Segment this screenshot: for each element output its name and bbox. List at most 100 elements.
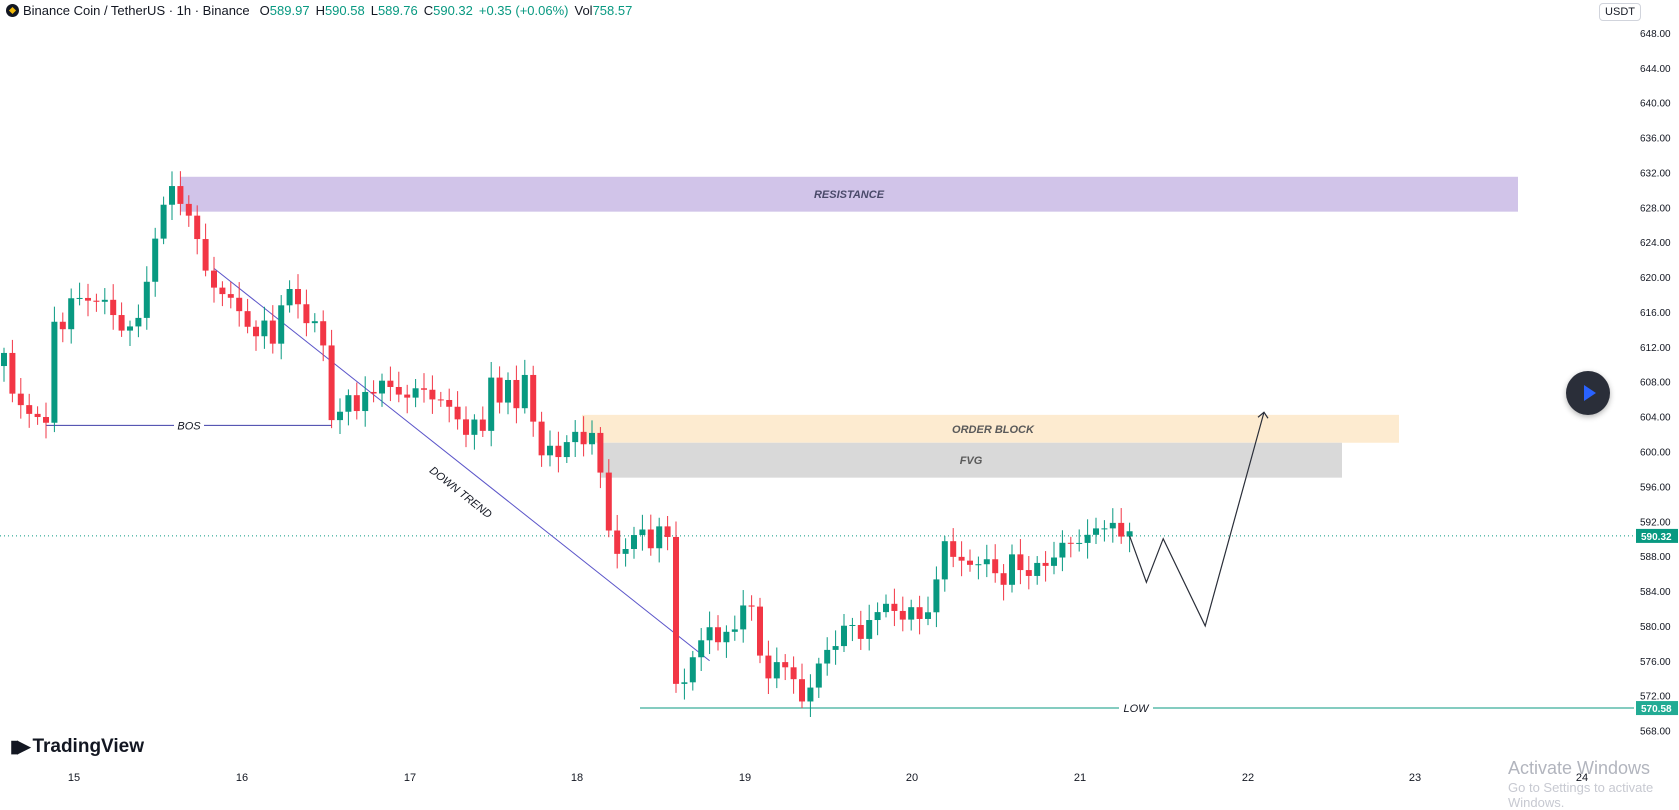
candle-body <box>76 297 83 299</box>
candle-body <box>815 663 822 688</box>
candle-body <box>463 419 469 435</box>
candle-body <box>748 605 755 607</box>
x-tick-label: 17 <box>404 772 416 784</box>
candle-body <box>925 612 931 619</box>
candle-body <box>614 530 621 554</box>
candle-body <box>227 294 234 298</box>
candle-body <box>807 687 814 702</box>
resistance-label: RESISTANCE <box>814 189 885 201</box>
candle-body <box>664 526 671 537</box>
low-value: L589.76 <box>370 3 418 18</box>
candle-body <box>757 606 763 656</box>
bos-label-bg <box>174 418 204 433</box>
candle-body <box>1017 554 1024 571</box>
candle-body <box>698 640 705 658</box>
symbol-title[interactable]: Binance Coin / TetherUS · 1h · Binance <box>23 3 250 18</box>
candle-body <box>589 432 595 445</box>
candle-body <box>941 541 948 580</box>
candle-body <box>429 389 436 400</box>
y-tick-label: 644.00 <box>1640 64 1671 75</box>
bos-label: BOS <box>177 420 201 432</box>
y-tick-label: 648.00 <box>1640 29 1671 40</box>
candle-body <box>715 627 721 643</box>
candle-body <box>437 399 444 401</box>
candle-body <box>185 203 192 216</box>
candle-body <box>387 380 394 387</box>
candle-body <box>43 417 49 423</box>
currency-button[interactable]: USDT <box>1599 3 1641 21</box>
candle-body <box>513 379 520 409</box>
candle-body <box>320 321 327 346</box>
candle-body <box>639 529 646 536</box>
candle-body <box>135 317 142 327</box>
candle-body <box>899 610 906 620</box>
y-tick-label: 608.00 <box>1640 378 1671 389</box>
candle-body <box>353 395 360 412</box>
candle-body <box>1118 522 1125 537</box>
x-tick-label: 21 <box>1074 772 1086 784</box>
y-tick-label: 628.00 <box>1640 203 1671 214</box>
candle-body <box>496 377 503 403</box>
candle-body <box>605 472 612 531</box>
candle-body <box>572 431 579 443</box>
open-value: O589.97 <box>259 3 310 18</box>
candle-body <box>622 549 629 554</box>
low-price-tag-bg <box>1636 701 1678 716</box>
candle-body <box>673 536 679 684</box>
candle-body <box>1059 542 1066 558</box>
candle-body <box>1051 557 1057 566</box>
candle-body <box>143 281 150 318</box>
candle-body <box>841 625 847 647</box>
candle-body <box>782 662 789 668</box>
candle-body <box>731 629 738 632</box>
low-price-tag: 570.58 <box>1641 704 1672 715</box>
candle-body <box>303 304 310 324</box>
candle-body <box>454 406 461 420</box>
candle-body <box>446 399 453 407</box>
candle-body <box>328 345 335 421</box>
y-tick-label: 636.00 <box>1640 134 1671 145</box>
projection-path <box>1129 412 1265 628</box>
candle-body <box>269 320 276 344</box>
candle-body <box>983 559 990 565</box>
candle-body <box>1084 534 1091 543</box>
x-tick-label: 18 <box>571 772 583 784</box>
candle-body <box>93 300 100 302</box>
close-value: C590.32 <box>423 3 473 18</box>
candle-body <box>1126 531 1133 537</box>
candle-body <box>479 419 486 431</box>
low-label: LOW <box>1123 703 1150 715</box>
candle-body <box>547 445 553 456</box>
change-value: +0.35 (+0.06%) <box>478 3 569 18</box>
activate-windows-subtitle: Go to Settings to activate Windows. <box>1508 780 1654 810</box>
candle-body <box>656 526 663 549</box>
candle-body <box>337 411 343 421</box>
resistance-zone <box>180 176 1518 212</box>
candle-body <box>412 388 419 398</box>
bnb-coin-icon <box>6 4 19 17</box>
candle-body <box>379 380 385 394</box>
candle-body <box>740 605 747 630</box>
candle-body <box>706 627 713 641</box>
play-icon[interactable] <box>1566 371 1610 415</box>
candle-body <box>832 646 839 650</box>
candle-body <box>59 321 66 330</box>
candle-body <box>689 657 696 683</box>
candle-body <box>790 667 797 680</box>
x-tick-label: 19 <box>739 772 751 784</box>
activate-windows-title: Activate Windows <box>1508 758 1651 778</box>
ohlc-values: O589.97 H590.58 L589.76 C590.32 +0.35 (+… <box>260 3 633 18</box>
fvg-zone <box>600 442 1342 478</box>
tradingview-logo[interactable]: ▮▶ TradingView <box>10 736 144 758</box>
candle-body <box>395 386 402 395</box>
candle-body <box>1109 522 1116 529</box>
candle-body <box>51 321 58 423</box>
candle-body <box>471 419 478 435</box>
candle-body <box>933 579 940 613</box>
candle-body <box>286 288 293 306</box>
y-tick-label: 588.00 <box>1640 552 1671 563</box>
y-tick-label: 616.00 <box>1640 308 1671 319</box>
candle-body <box>236 297 243 312</box>
candle-body <box>488 377 495 431</box>
price-chart[interactable]: RESISTANCE ORDER BLOCK FVG BOS LOW DOWN TREND… <box>0 0 1679 792</box>
